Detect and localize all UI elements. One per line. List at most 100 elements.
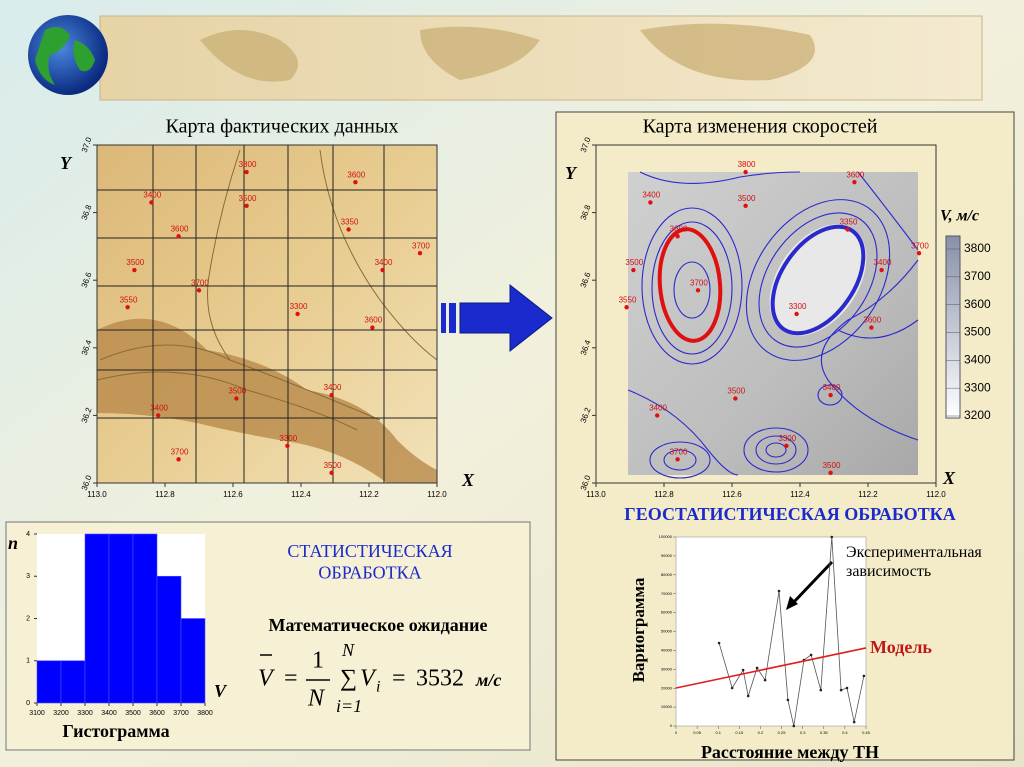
y-tick-label: 2 — [26, 615, 30, 622]
x-tick-label: 0.3 — [800, 730, 806, 735]
x-tick-label: 112.2 — [858, 490, 878, 499]
point-label: 3700 — [911, 241, 929, 250]
y-tick-label: 70000 — [661, 591, 673, 596]
x-tick-label: 112.8 — [155, 490, 175, 499]
formula-part: = — [284, 666, 298, 692]
bar — [108, 533, 134, 704]
point-label: 3500 — [239, 194, 257, 203]
point-label: 3800 — [738, 160, 756, 169]
data-point — [655, 413, 660, 418]
x-tick-label: 3200 — [53, 710, 69, 717]
x-tick-label: 0.05 — [693, 730, 702, 735]
x-tick-label: 112.4 — [291, 490, 311, 499]
bar — [84, 533, 110, 704]
map-frame — [595, 144, 937, 484]
x-tick-label: 0.1 — [715, 730, 721, 735]
stats-subtitle: Математическое ожидание — [268, 615, 487, 635]
model-line — [675, 647, 867, 689]
x-tick-label: 0.25 — [778, 730, 787, 735]
y-tick-label: 0 — [26, 700, 30, 707]
data-point — [125, 305, 130, 310]
legend-tick-label: 3600 — [964, 297, 991, 311]
y-tick-label: 90000 — [661, 553, 673, 558]
point-label: 3550 — [120, 295, 138, 304]
point-label: 3400 — [150, 404, 168, 413]
bar — [36, 660, 62, 704]
data-point — [329, 470, 334, 476]
stats-title: СТАТИСТИЧЕСКАЯ ОБРАБОТКА — [287, 541, 452, 583]
data-point — [794, 311, 799, 317]
x-tick-label: 0.35 — [820, 730, 829, 735]
x-tick-label: 0.2 — [758, 730, 764, 735]
point-label: 3550 — [619, 295, 637, 304]
point-label: 3350 — [341, 218, 359, 227]
axis-label: Y — [565, 163, 578, 183]
x-tick-label: 3700 — [173, 710, 189, 717]
point-label: 3350 — [840, 218, 858, 227]
data-point — [845, 686, 849, 690]
data-point — [862, 674, 866, 678]
data-point — [417, 250, 423, 256]
data-point — [675, 457, 680, 462]
x-tick-label: 112.6 — [722, 490, 742, 499]
data-point — [346, 227, 351, 232]
point-label: 3600 — [364, 316, 382, 325]
data-point — [132, 267, 137, 273]
formula: V = 1 N N ∑ i=1 V i = 3532 м/с — [258, 640, 501, 716]
data-point — [196, 288, 202, 293]
formula-part: V — [258, 666, 275, 692]
data-point — [624, 305, 629, 310]
data-point — [743, 203, 748, 209]
point-label: 3400 — [874, 258, 892, 267]
data-point — [295, 311, 300, 317]
data-point — [819, 688, 823, 692]
y-tick-label: 40000 — [661, 647, 673, 652]
formula-part: V — [360, 666, 377, 692]
y-tick-label: 80000 — [661, 572, 673, 577]
data-point — [830, 535, 834, 539]
data-point — [828, 392, 833, 398]
point-label: 3600 — [347, 170, 365, 179]
point-label: 3400 — [324, 383, 342, 392]
legend-tick-label: 3800 — [964, 241, 991, 255]
point-label: 3700 — [191, 278, 209, 287]
point-label: 3400 — [143, 191, 161, 200]
map-title: Карта изменения скоростей — [643, 116, 878, 138]
y-tick-label: 3 — [26, 573, 30, 580]
axis-label: X — [942, 468, 956, 488]
point-label: 3400 — [649, 404, 667, 413]
data-point — [149, 200, 154, 205]
x-tick-label: 112.8 — [654, 490, 674, 499]
bar — [60, 660, 86, 704]
data-point — [329, 392, 334, 398]
point-label: 3500 — [823, 461, 841, 470]
formula-part: i — [376, 679, 380, 696]
terrain-ridge — [97, 318, 437, 483]
legend-tick-label: 3300 — [964, 380, 991, 394]
x-tick-label: 3100 — [29, 710, 45, 717]
x-tick-label: 113.0 — [87, 490, 107, 499]
variogram-plot — [675, 536, 867, 727]
x-tick-label: 0.15 — [735, 730, 744, 735]
axis-label: Расстояние между ТН — [701, 742, 879, 762]
formula-part: i=1 — [336, 696, 362, 716]
map-grid — [97, 145, 437, 483]
y-tick-label: 60000 — [661, 610, 673, 615]
x-tick-label: 0.45 — [862, 730, 871, 735]
axis-label: V — [214, 681, 228, 701]
colorbar — [945, 235, 961, 419]
x-tick-label: 3800 — [197, 710, 213, 717]
annotation-arrow-head — [786, 596, 798, 610]
data-point — [852, 720, 856, 724]
data-point — [746, 694, 750, 698]
formula-part: N — [307, 686, 326, 712]
bar — [156, 575, 182, 704]
point-label: 3600 — [171, 224, 189, 233]
axis-label: Вариограмма — [629, 577, 648, 682]
point-label: 3400 — [823, 383, 841, 392]
point-label: 3700 — [690, 278, 708, 287]
data-point — [675, 234, 680, 239]
point-label: 3300 — [290, 302, 308, 311]
data-point — [648, 200, 653, 205]
point-label: 3400 — [375, 258, 393, 267]
